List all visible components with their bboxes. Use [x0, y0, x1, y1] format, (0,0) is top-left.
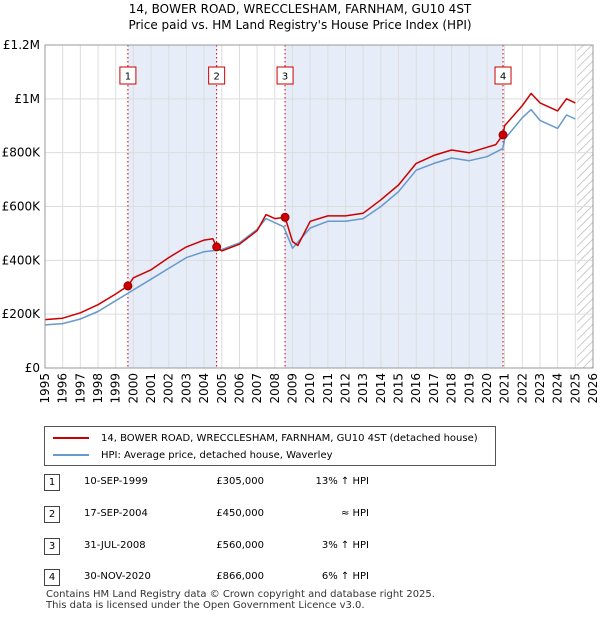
- x-tick-label: 2017: [427, 373, 441, 404]
- x-tick-label: 2000: [126, 373, 140, 404]
- y-tick-label: £200K: [2, 307, 42, 321]
- x-tick-label: 2010: [303, 373, 317, 404]
- x-tick-label: 2013: [356, 373, 370, 404]
- transaction-point: [280, 212, 290, 222]
- transaction-number: 1: [44, 474, 60, 491]
- x-tick-label: 1997: [73, 373, 87, 404]
- legend-swatch-property: [53, 437, 89, 439]
- x-tick-label: 1996: [56, 373, 70, 404]
- transaction-marker-label: 3: [282, 72, 288, 83]
- transaction-point: [123, 281, 133, 291]
- x-tick-label: 2009: [285, 373, 299, 404]
- transaction-marker-box: [494, 66, 512, 85]
- chart-title: 14, BOWER ROAD, WRECCLESHAM, FARNHAM, GU…: [128, 2, 472, 16]
- x-tick-label: 2016: [409, 373, 423, 404]
- legend-swatch-hpi: [53, 454, 89, 456]
- x-tick-label: 2005: [215, 373, 229, 404]
- transaction-number: 2: [44, 506, 60, 523]
- x-tick-label: 2012: [339, 373, 353, 404]
- transaction-date: 31-JUL-2008: [84, 540, 146, 551]
- x-tick-label: 2003: [179, 373, 193, 404]
- y-tick-label: £1M: [14, 92, 40, 106]
- transaction-price: £560,000: [216, 540, 264, 551]
- x-tick-label: 2025: [568, 373, 582, 404]
- legend-item-property: 14, BOWER ROAD, WRECCLESHAM, FARNHAM, GU…: [53, 430, 478, 446]
- y-tick-label: £600K: [2, 200, 42, 214]
- x-tick-label: 2002: [162, 373, 176, 404]
- x-tick-label: 2004: [197, 373, 211, 404]
- x-tick-label: 2023: [533, 373, 547, 404]
- property-price-line: [44, 92, 576, 321]
- x-tick-label: 2011: [321, 373, 335, 404]
- x-tick-label: 1995: [38, 373, 52, 404]
- y-tick-label: £0: [25, 361, 40, 375]
- transaction-hpi: 3% ↑ HPI: [321, 540, 369, 551]
- y-tick-label: £1.2M: [3, 38, 40, 52]
- x-tick-label: 2006: [232, 373, 246, 404]
- y-tick-label: £400K: [2, 253, 42, 267]
- x-tick-label: 2008: [268, 373, 282, 404]
- transaction-marker-label: 1: [125, 72, 131, 83]
- transaction-marker-label: 2: [213, 72, 219, 83]
- transaction-marker-box: [119, 66, 137, 85]
- transaction-number: 3: [44, 538, 60, 555]
- transaction-point: [498, 130, 508, 140]
- transaction-hpi: 13% ↑ HPI: [315, 476, 369, 487]
- transaction-marker-box: [276, 66, 294, 85]
- x-tick-label: 2007: [250, 373, 264, 404]
- x-tick-label: 2001: [144, 373, 158, 404]
- transaction-hpi: 6% ↑ HPI: [321, 571, 369, 582]
- chart-legend: 14, BOWER ROAD, WRECCLESHAM, FARNHAM, GU…: [44, 426, 496, 466]
- transaction-date: 30-NOV-2020: [84, 571, 151, 582]
- y-tick-label: £800K: [2, 146, 42, 160]
- transaction-hpi: ≈ HPI: [340, 508, 369, 519]
- transaction-price: £450,000: [216, 508, 264, 519]
- x-tick-label: 2014: [374, 373, 388, 404]
- legend-label-hpi: HPI: Average price, detached house, Wave…: [101, 449, 333, 461]
- legend-label-property: 14, BOWER ROAD, WRECCLESHAM, FARNHAM, GU…: [101, 432, 478, 444]
- x-tick-label: 2018: [445, 373, 459, 404]
- transaction-marker-box: [208, 66, 226, 85]
- x-tick-label: 2022: [515, 373, 529, 404]
- x-tick-label: 2015: [392, 373, 406, 404]
- x-tick-label: 2020: [480, 373, 494, 404]
- transaction-point: [212, 242, 222, 252]
- chart-subtitle: Price paid vs. HM Land Registry's House …: [128, 18, 472, 32]
- legend-item-hpi: HPI: Average price, detached house, Wave…: [53, 447, 333, 463]
- x-tick-label: 2021: [498, 373, 512, 404]
- plot-frame: [44, 44, 594, 369]
- transaction-date: 10-SEP-1999: [84, 476, 148, 487]
- transaction-price: £866,000: [216, 571, 264, 582]
- hpi-line: [44, 108, 576, 326]
- transaction-number: 4: [44, 569, 60, 586]
- transaction-price: £305,000: [216, 476, 264, 487]
- x-tick-label: 1999: [109, 373, 123, 404]
- transaction-date: 17-SEP-2004: [84, 508, 148, 519]
- x-tick-label: 2024: [551, 373, 565, 404]
- x-tick-label: 2026: [586, 373, 600, 404]
- x-tick-label: 2019: [462, 373, 476, 404]
- transaction-marker-label: 4: [500, 72, 506, 83]
- footer-licence: This data is licensed under the Open Gov…: [46, 600, 365, 611]
- footer-copyright: Contains HM Land Registry data © Crown c…: [46, 589, 435, 600]
- price-chart: 1 2 3 4 £0 £200K £400K £600K £800K £1M £1.2M 1995 1…: [2, 38, 600, 404]
- x-tick-label: 1998: [91, 373, 105, 404]
